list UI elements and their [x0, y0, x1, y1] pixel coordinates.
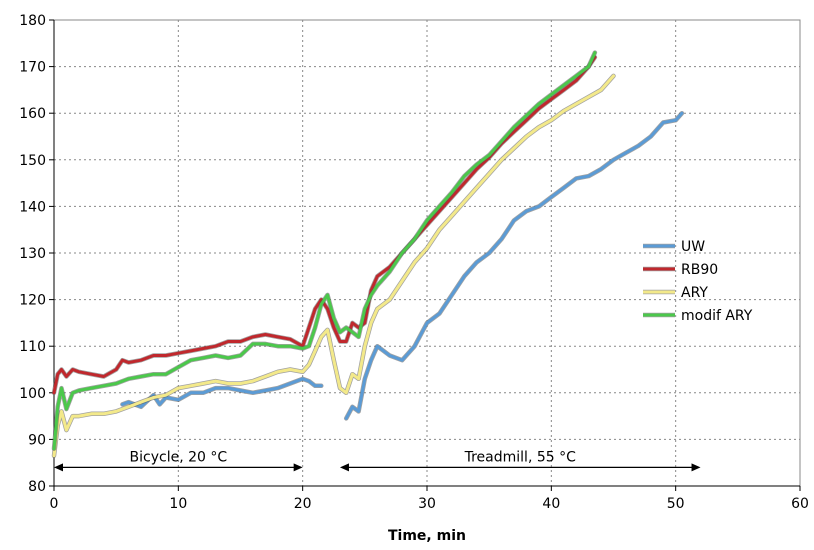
annotation-label: Bicycle, 20 °C	[130, 449, 228, 465]
y-tick-label: 150	[19, 153, 46, 169]
x-tick-label: 0	[50, 496, 59, 512]
y-tick-label: 130	[19, 246, 46, 262]
arrowhead-left	[339, 463, 349, 472]
axes: 80 90 100 110 120 130 140 150 160 170 180 0 10 20 30 40…	[19, 13, 809, 512]
y-tick-label: 90	[28, 432, 46, 448]
x-tick-label: 60	[791, 496, 809, 512]
y-tick-label: 100	[19, 386, 46, 402]
x-tick-label: 30	[418, 496, 436, 512]
y-tick-label: 180	[19, 13, 46, 29]
x-tick-label: 40	[542, 496, 560, 512]
x-tick-label: 50	[667, 496, 685, 512]
y-tick-label: 80	[28, 479, 46, 495]
series-line-uw	[344, 111, 684, 420]
series-lines	[51, 50, 685, 458]
annotations: Bicycle, 20 °C Treadmill, 55 °C	[54, 449, 701, 472]
series-shadow-rb90	[51, 55, 598, 396]
y-tick-label: 140	[19, 199, 46, 215]
series-line-ary	[52, 74, 615, 458]
grid-lines	[54, 20, 800, 486]
annotation-label: Treadmill, 55 °C	[464, 449, 576, 465]
series-shadow-modif-ary	[51, 50, 598, 451]
x-axis-label: Time, min	[388, 528, 466, 544]
legend-label: RB90	[681, 262, 718, 278]
legend-label: ARY	[681, 285, 708, 301]
y-tick-label: 170	[19, 60, 46, 76]
y-tick-label: 110	[19, 339, 46, 355]
series-line-rb90	[52, 55, 597, 395]
x-tick-label: 20	[294, 496, 312, 512]
legend-label: UW	[681, 239, 705, 255]
arrowhead-left	[54, 463, 63, 472]
legend-label: modif ARY	[681, 308, 753, 324]
y-tick-label: 160	[19, 106, 46, 122]
x-tick-label: 10	[169, 496, 187, 512]
y-tick-label: 120	[19, 293, 46, 309]
series-shadow-uw	[343, 110, 685, 421]
legend: UW RB90 ARY modif ARY	[643, 239, 753, 324]
series-line-modif-ary	[52, 51, 597, 451]
arrowhead-right	[691, 463, 701, 472]
arrowhead-right	[293, 463, 303, 472]
